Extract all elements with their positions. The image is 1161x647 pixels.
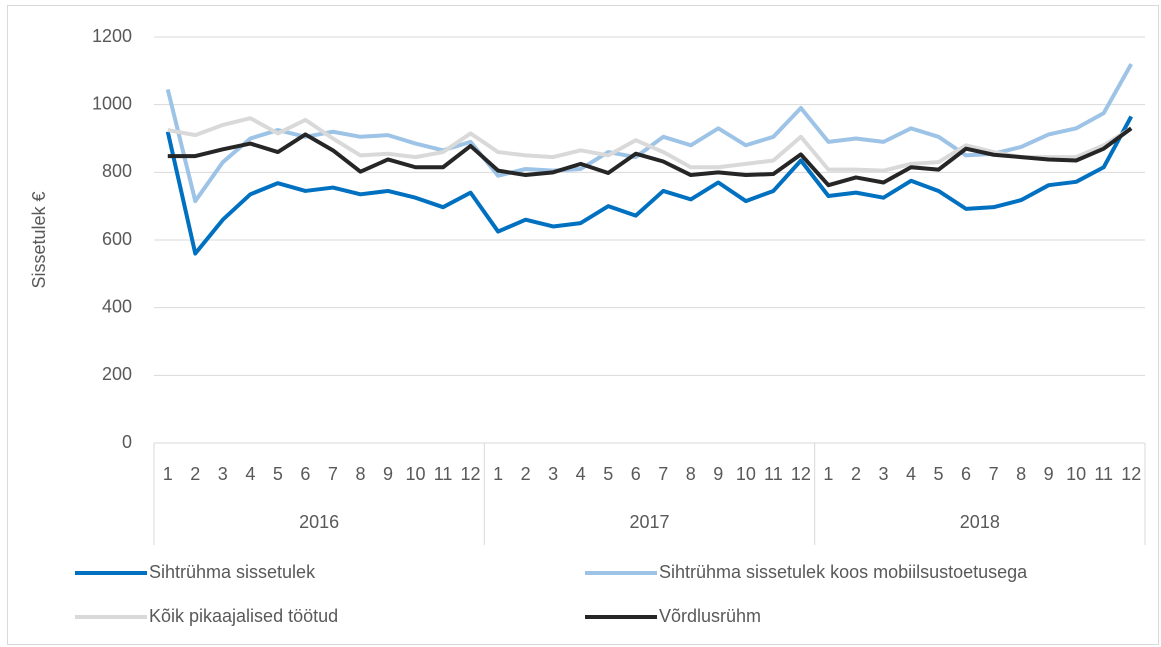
- series-line: [167, 116, 1133, 173]
- legend-label: Võrdlusrühm: [659, 606, 761, 626]
- legend-label: Sihtrühma sissetulek: [149, 562, 316, 582]
- x-tick-label: 8: [686, 464, 696, 484]
- x-tick-label: 9: [383, 464, 393, 484]
- group-label: 2017: [629, 512, 669, 532]
- x-tick-label: 12: [1121, 464, 1141, 484]
- x-tick-label: 1: [163, 464, 173, 484]
- x-tick-label: 11: [1094, 464, 1113, 484]
- y-tick-label: 1000: [92, 93, 132, 113]
- x-tick-label: 5: [603, 464, 613, 484]
- y-tick-label: 0: [122, 432, 132, 452]
- x-tick-label: 11: [764, 464, 783, 484]
- x-tick-label: 10: [736, 464, 756, 484]
- series-line: [165, 115, 1133, 256]
- x-tick-label: 6: [961, 464, 971, 484]
- group-label: 2018: [960, 512, 1000, 532]
- group-label: 2016: [299, 512, 339, 532]
- x-tick-label: 2: [521, 464, 531, 484]
- x-tick-label: 4: [906, 464, 916, 484]
- x-tick-label: 4: [245, 464, 255, 484]
- x-tick-label: 3: [878, 464, 888, 484]
- x-tick-label: 1: [823, 464, 833, 484]
- x-tick-label: 3: [218, 464, 228, 484]
- x-tick-label: 12: [461, 464, 481, 484]
- x-tick-label: 11: [434, 464, 453, 484]
- x-tick-label: 5: [273, 464, 283, 484]
- chart-frame: [7, 5, 1159, 645]
- legend-label: Kõik pikaajalised töötud: [149, 606, 338, 626]
- x-tick-label: 7: [989, 464, 999, 484]
- y-tick-label: 600: [102, 229, 132, 249]
- y-tick-label: 800: [102, 161, 132, 181]
- x-tick-label: 9: [1044, 464, 1054, 484]
- x-tick-label: 4: [576, 464, 586, 484]
- x-tick-label: 8: [1016, 464, 1026, 484]
- y-tick-label: 200: [102, 364, 132, 384]
- x-tick-label: 6: [300, 464, 310, 484]
- x-tick-label: 10: [1066, 464, 1086, 484]
- legend-label: Sihtrühma sissetulek koos mobiilsustoetu…: [659, 562, 1028, 582]
- y-axis-label: Sissetulek €: [29, 191, 49, 288]
- x-tick-label: 10: [405, 464, 425, 484]
- x-tick-label: 3: [548, 464, 558, 484]
- x-tick-label: 12: [791, 464, 811, 484]
- y-tick-label: 400: [102, 296, 132, 316]
- series-line: [165, 63, 1133, 204]
- x-tick-label: 2: [851, 464, 861, 484]
- series-line: [167, 126, 1133, 188]
- x-tick-label: 7: [328, 464, 338, 484]
- x-tick-label: 9: [713, 464, 723, 484]
- x-tick-label: 7: [658, 464, 668, 484]
- x-tick-label: 1: [493, 464, 503, 484]
- x-tick-label: 2: [190, 464, 200, 484]
- x-tick-label: 5: [934, 464, 944, 484]
- x-tick-label: 6: [631, 464, 641, 484]
- y-tick-label: 1200: [92, 26, 132, 46]
- x-tick-label: 8: [355, 464, 365, 484]
